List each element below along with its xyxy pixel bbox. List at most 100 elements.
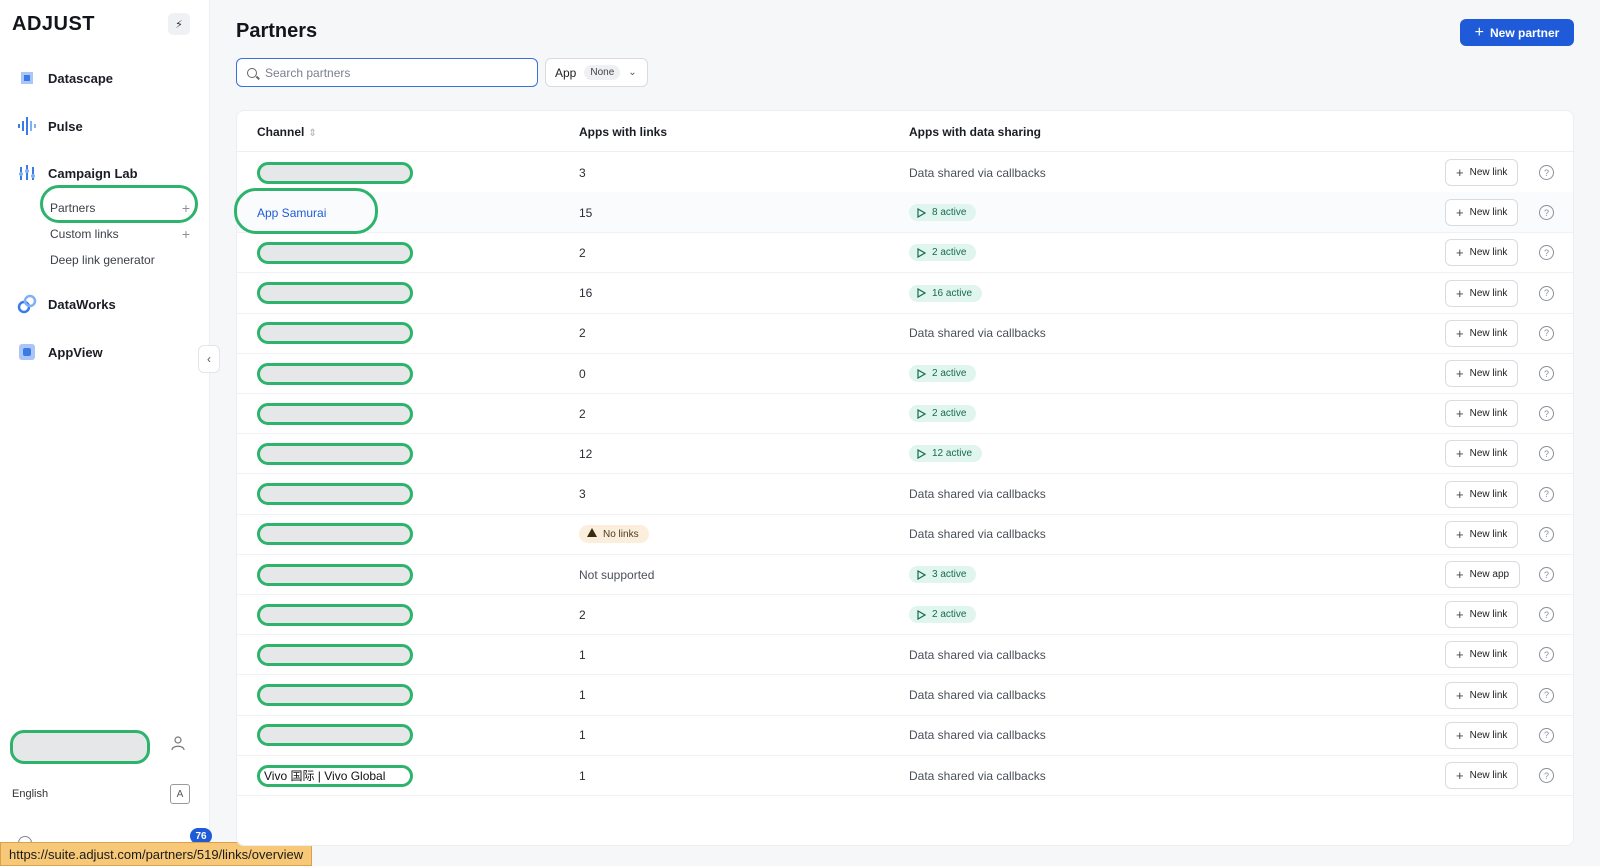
bolt-icon[interactable]: ⚡: [168, 13, 190, 35]
help-icon[interactable]: ?: [1539, 687, 1554, 703]
new-app-button[interactable]: + New app: [1445, 561, 1521, 588]
nav-item-appview[interactable]: AppView: [16, 341, 103, 363]
datascape-icon: [16, 67, 38, 89]
table-row[interactable]: 2 2 active + New link?: [237, 393, 1573, 435]
nav-item-datascape[interactable]: Datascape: [16, 67, 113, 89]
column-header-apps: Apps with links: [579, 125, 668, 139]
help-icon[interactable]: ?: [1539, 647, 1554, 663]
table-row[interactable]: 3 Data shared via callbacks + New link?: [237, 152, 1573, 193]
new-link-button[interactable]: + New link: [1445, 159, 1519, 186]
channel-name-redacted[interactable]: [257, 402, 413, 425]
table-row[interactable]: 1 Data shared via callbacks + New link?: [237, 675, 1573, 716]
translate-icon[interactable]: A: [170, 784, 190, 804]
new-link-button[interactable]: + New link: [1445, 239, 1519, 267]
adjust-logo[interactable]: ADJUST: [12, 13, 96, 35]
action-cell: + New link: [1445, 594, 1519, 635]
active-status-badge[interactable]: 3 active: [909, 566, 977, 583]
channel-name-redacted[interactable]: [257, 442, 413, 465]
channel-name-redacted[interactable]: [257, 523, 413, 546]
help-icon[interactable]: ?: [1539, 526, 1554, 542]
channel-name-redacted[interactable]: [257, 724, 413, 747]
sort-icon[interactable]: ⇕: [308, 128, 317, 139]
table-row[interactable]: Not supported 3 active + New app?: [237, 554, 1573, 595]
table-row[interactable]: App Samurai 15 8 active + New link?: [237, 192, 1573, 234]
new-link-button[interactable]: + New link: [1445, 601, 1519, 629]
table-row[interactable]: 16 16 active + New link?: [237, 273, 1573, 314]
active-status-badge[interactable]: 12 active: [909, 445, 983, 463]
collapse-sidebar-button[interactable]: ‹: [198, 345, 220, 373]
channel-name-redacted[interactable]: [257, 603, 413, 626]
channel-name-redacted[interactable]: [257, 563, 413, 586]
channel-name-redacted[interactable]: [257, 241, 413, 264]
active-status-badge[interactable]: 8 active: [909, 204, 977, 222]
active-status-badge[interactable]: 2 active: [909, 365, 977, 382]
table-row[interactable]: 2 2 active + New link?: [237, 232, 1573, 274]
language-label[interactable]: English: [12, 788, 49, 800]
nav-item-dataworks[interactable]: DataWorks: [16, 293, 116, 315]
table-row[interactable]: No links Data shared via callbacks + New li…: [237, 514, 1573, 555]
help-icon[interactable]: ?: [1539, 727, 1554, 743]
table-row[interactable]: 2 2 active + New link?: [237, 594, 1573, 636]
help-icon[interactable]: ?: [1539, 165, 1554, 180]
new-link-button[interactable]: + New link: [1445, 400, 1519, 428]
active-status-badge[interactable]: 2 active: [909, 244, 977, 262]
new-partner-button[interactable]: + New partner: [1460, 19, 1574, 46]
new-link-button[interactable]: + New link: [1445, 641, 1519, 669]
help-icon[interactable]: ?: [1539, 406, 1554, 422]
table-row[interactable]: 1 Data shared via callbacks + New link?: [237, 634, 1573, 676]
help-icon[interactable]: ?: [1539, 567, 1554, 582]
notification-badge[interactable]: 76: [190, 828, 212, 844]
user-icon[interactable]: [170, 735, 186, 756]
table-row[interactable]: Vivo 国际 | Vivo Global 1 Data shared via ca…: [237, 755, 1573, 796]
channel-name-redacted[interactable]: [257, 483, 413, 506]
new-link-button[interactable]: + New link: [1445, 721, 1519, 749]
column-header-channel[interactable]: Channel ⇕: [257, 125, 317, 139]
help-icon[interactable]: ?: [1539, 607, 1554, 623]
help-icon[interactable]: ?: [1539, 486, 1554, 502]
channel-link[interactable]: App Samurai: [257, 205, 327, 220]
help-icon[interactable]: ?: [1539, 285, 1554, 301]
table-row[interactable]: 1 Data shared via callbacks + New link?: [237, 715, 1573, 756]
add-custom-link-icon[interactable]: +: [181, 226, 190, 242]
table-row[interactable]: 3 Data shared via callbacks + New link?: [237, 474, 1573, 515]
sidebar-item-custom-links[interactable]: Custom links +: [50, 226, 190, 242]
active-status-badge[interactable]: 16 active: [909, 284, 983, 302]
active-status-badge[interactable]: 2 active: [909, 405, 977, 423]
channel-name-redacted[interactable]: [257, 362, 413, 385]
help-icon[interactable]: ?: [1539, 245, 1554, 261]
new-link-button[interactable]: + New link: [1445, 199, 1519, 227]
search-box[interactable]: [236, 58, 538, 87]
help-icon[interactable]: ?: [1539, 325, 1554, 341]
new-link-button[interactable]: + New link: [1445, 319, 1519, 347]
table-row[interactable]: 2 Data shared via callbacks + New link?: [237, 313, 1573, 354]
search-input[interactable]: [265, 65, 525, 80]
channel-name-redacted[interactable]: [257, 161, 413, 184]
channel-name[interactable]: Vivo 国际 | Vivo Global: [264, 769, 386, 783]
nav-item-pulse[interactable]: Pulse: [16, 115, 83, 137]
active-status-badge[interactable]: 2 active: [909, 606, 977, 624]
help-icon[interactable]: ?: [1539, 366, 1554, 381]
apps-count: 16: [579, 286, 593, 301]
new-link-button[interactable]: + New link: [1445, 279, 1519, 307]
new-link-button[interactable]: + New link: [1445, 520, 1519, 548]
table-row[interactable]: 0 2 active + New link?: [237, 353, 1573, 394]
new-link-button[interactable]: + New link: [1445, 480, 1519, 508]
help-icon[interactable]: ?: [1539, 205, 1554, 221]
channel-name-redacted[interactable]: [257, 643, 413, 666]
plus-icon: +: [1456, 406, 1464, 422]
channel-cell: App Samurai: [257, 192, 557, 233]
sidebar-item-deep-link-generator[interactable]: Deep link generator: [50, 253, 190, 267]
app-filter-dropdown[interactable]: App None ⌄: [545, 58, 648, 87]
new-link-button[interactable]: + New link: [1445, 681, 1519, 709]
channel-name-redacted[interactable]: [257, 684, 413, 707]
channel-name-redacted[interactable]: [257, 322, 413, 345]
user-account-redacted[interactable]: [10, 730, 150, 764]
new-link-button[interactable]: + New link: [1445, 360, 1519, 387]
new-link-button[interactable]: + New link: [1445, 762, 1519, 789]
help-icon[interactable]: ?: [1539, 768, 1554, 783]
help-icon[interactable]: ?: [1539, 446, 1554, 462]
table-row[interactable]: 12 12 active + New link?: [237, 433, 1573, 475]
new-link-button[interactable]: + New link: [1445, 440, 1519, 468]
channel-name-redacted[interactable]: [257, 282, 413, 305]
nav-item-campaign-lab[interactable]: Campaign Lab: [16, 162, 138, 184]
